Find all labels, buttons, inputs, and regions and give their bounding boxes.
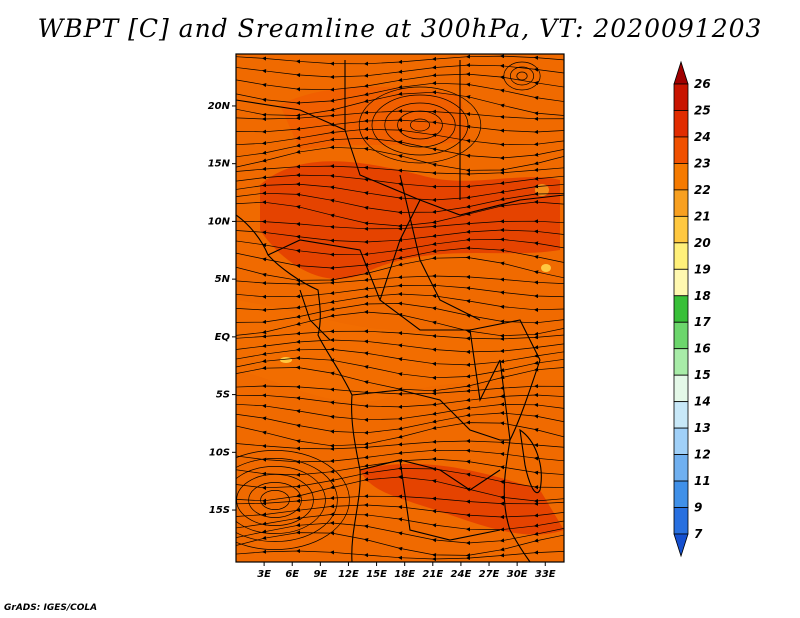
colorbar-swatch — [673, 163, 689, 191]
colorbar-label: 25 — [694, 103, 711, 117]
streamline-vortex — [397, 110, 443, 140]
streamline-vortex — [410, 118, 430, 132]
colorbar-swatch — [673, 401, 689, 429]
lon-tick-label: 27E — [479, 569, 500, 580]
lat-tick-label: 10N — [208, 216, 231, 227]
lat-tick-label: 15N — [208, 159, 231, 170]
streamline — [236, 164, 564, 177]
streamline — [236, 548, 564, 562]
streamline-vortex — [260, 490, 290, 510]
border — [267, 239, 541, 361]
colorbar-swatch — [673, 242, 689, 270]
colorbar-label: 20 — [694, 236, 711, 250]
colorbar-swatch — [673, 110, 689, 138]
wbpt-cool-spot — [541, 264, 551, 272]
colorbar-label: 24 — [694, 130, 711, 144]
colorbar-label: 22 — [694, 183, 711, 197]
lake — [519, 428, 542, 493]
streamline-vortex — [236, 466, 326, 534]
map-frame — [235, 53, 565, 563]
colorbar-label: 13 — [694, 421, 711, 435]
streamline-vortex — [358, 86, 482, 164]
border — [469, 329, 511, 441]
colorbar-label: 14 — [694, 395, 711, 409]
lat-tick-label: 15S — [209, 505, 230, 516]
colorbar: 26 25 24 23 22 21 20 19 18 17 16 15 14 13 12 11 9 7 — [673, 60, 711, 558]
lat-axis: 20N 15N 10N 5N EQ 5S 10S 15S — [208, 101, 236, 516]
colorbar-label: 18 — [694, 289, 711, 303]
streamline — [236, 438, 564, 451]
coastline-borders — [236, 60, 564, 562]
chart-title: WBPT [C] and Sreamline at 300hPa, VT: 20… — [37, 14, 763, 43]
colorbar-swatch — [673, 348, 689, 376]
lon-tick-label: 33E — [535, 569, 556, 580]
lon-tick-label: 3E — [257, 569, 271, 580]
colorbar-label: 15 — [694, 368, 711, 382]
streamline — [236, 145, 564, 173]
streamline-vortex — [248, 482, 302, 518]
lon-tick-label: 9E — [313, 569, 327, 580]
streamline — [236, 329, 564, 341]
colorbar-label: 16 — [694, 342, 711, 356]
border — [359, 459, 501, 541]
streamline — [236, 54, 564, 66]
colorbar-label: 7 — [694, 527, 703, 541]
lon-tick-label: 30E — [507, 569, 528, 580]
streamline-vortex — [503, 61, 541, 91]
streamline-vortex — [509, 66, 535, 86]
colorbar-label: 17 — [694, 315, 711, 329]
colorbar-swatch — [673, 374, 689, 403]
colorbar-label: 23 — [694, 156, 711, 170]
streamline — [236, 219, 564, 231]
colorbar-top-triangle — [673, 60, 689, 85]
colorbar-label: 11 — [694, 474, 711, 488]
colorbar-swatch — [673, 215, 689, 244]
lat-tick-label: 10S — [209, 447, 230, 458]
wbpt-warm-patch-sahara — [280, 86, 470, 150]
lat-tick-label: 20N — [208, 101, 231, 112]
lon-tick-label: 12E — [338, 569, 359, 580]
streamline — [236, 337, 564, 355]
colorbar-swatch — [673, 295, 689, 323]
colorbar-label: 12 — [694, 448, 711, 462]
streamline-vortex — [371, 94, 469, 156]
streamline-vortex — [384, 102, 456, 148]
map-field — [236, 54, 564, 562]
streamline-vortex — [236, 458, 338, 542]
lon-tick-label: 18E — [394, 569, 415, 580]
border — [351, 389, 510, 441]
coastline-east — [503, 359, 541, 562]
lon-tick-label: 15E — [366, 569, 387, 580]
border — [236, 99, 564, 216]
colorbar-swatch — [673, 189, 689, 217]
colorbar-swatch — [673, 83, 689, 111]
border — [344, 60, 481, 321]
lat-tick-label: 5N — [215, 274, 231, 285]
colorbar-swatch — [673, 480, 689, 508]
border — [299, 199, 421, 341]
streamline-vortex — [236, 450, 350, 550]
colorbar-swatch — [673, 268, 689, 297]
colorbar-swatch — [673, 507, 689, 535]
wbpt-cool-spot — [280, 357, 292, 363]
lon-tick-label: 6E — [285, 569, 299, 580]
grads-credit: GrADS: IGES/COLA — [4, 603, 98, 613]
lon-tick-label: 24E — [451, 569, 472, 580]
lat-tick-label: 5S — [216, 390, 230, 401]
streamline-vortex — [516, 71, 528, 81]
lon-axis: 3E 6E 9E 12E 15E 18E 21E 24E 27E 30E 33E — [257, 562, 556, 580]
colorbar-swatch — [673, 427, 689, 455]
colorbar-label: 9 — [694, 501, 702, 515]
colorbar-label: 26 — [694, 77, 711, 91]
colorbar-swatch — [673, 321, 689, 350]
lon-tick-label: 21E — [422, 569, 443, 580]
colorbar-label: 21 — [694, 209, 711, 223]
lat-tick-label: EQ — [215, 332, 231, 343]
colorbar-label: 19 — [694, 262, 711, 276]
colorbar-swatch — [673, 136, 689, 164]
colorbar-bottom-triangle — [673, 533, 689, 558]
colorbar-swatch — [673, 454, 689, 482]
